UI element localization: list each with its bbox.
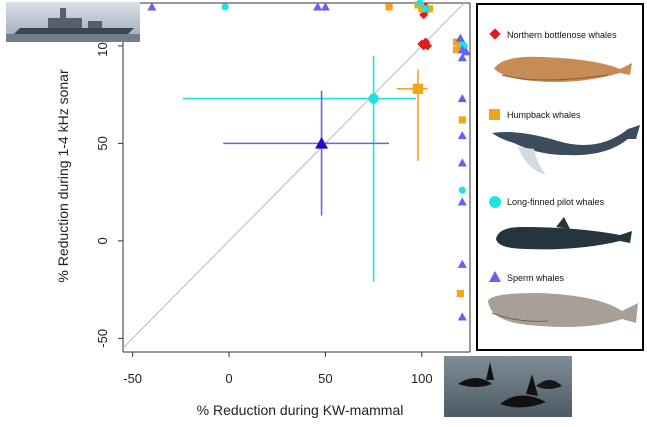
triangle-point xyxy=(455,33,465,42)
circle-point xyxy=(458,186,466,194)
y-tick-label: -50 xyxy=(95,329,110,348)
x-tick-label: 50 xyxy=(318,371,332,386)
legend-label-northern-bottlenose: Northern bottlenose whales xyxy=(507,30,617,40)
square-point xyxy=(385,3,393,11)
legend-entry-northern-bottlenose: Northern bottlenose whales xyxy=(489,28,632,82)
x-tick-label: 0 xyxy=(225,371,232,386)
triangle-point xyxy=(457,259,467,268)
square-mean-point xyxy=(412,83,424,94)
triangle-point xyxy=(461,47,471,56)
triangle-point xyxy=(313,2,323,11)
sperm-whale-icon xyxy=(488,293,638,327)
bottlenose-whale-icon xyxy=(494,56,632,82)
square-point xyxy=(456,289,464,298)
square-point xyxy=(425,5,434,13)
legend-square-icon xyxy=(489,109,500,120)
y-tick-label: 50 xyxy=(95,136,110,150)
y-tick-label: 0 xyxy=(95,237,110,244)
ship-photo xyxy=(6,2,140,42)
humpback-whale-icon xyxy=(492,125,640,175)
legend-entry-sperm: Sperm whales xyxy=(488,271,638,327)
x-tick-label: 100 xyxy=(411,371,433,386)
circle-point xyxy=(221,3,229,11)
legend-triangle-icon xyxy=(489,271,501,282)
diamond-point xyxy=(421,37,431,47)
pilot-whale-icon xyxy=(496,217,632,250)
legend-circle-icon xyxy=(489,196,501,208)
square-point xyxy=(452,38,461,46)
legend-label-humpback: Humpback whales xyxy=(507,110,581,120)
triangle-point xyxy=(320,2,330,11)
circle-point xyxy=(422,5,430,13)
square-point xyxy=(458,116,466,124)
circle-point xyxy=(416,0,424,7)
triangle-point xyxy=(457,158,467,167)
identity-line xyxy=(122,2,465,349)
legend-entry-humpback: Humpback whales xyxy=(489,109,640,175)
circle-mean-point xyxy=(368,93,379,104)
legend-label-sperm: Sperm whales xyxy=(507,273,565,283)
legend-label-pilot: Long-finned pilot whales xyxy=(507,197,605,207)
legend-entry-pilot: Long-finned pilot whales xyxy=(489,196,632,250)
triangle-mean-point xyxy=(315,136,329,149)
x-tick-label: -50 xyxy=(123,371,142,386)
square-point xyxy=(452,46,461,54)
triangle-point xyxy=(457,197,467,206)
square-point xyxy=(418,5,426,13)
triangle-point xyxy=(457,94,467,103)
triangle-point xyxy=(147,2,157,11)
legend-diamond-icon xyxy=(489,28,501,40)
triangle-point xyxy=(457,131,467,140)
circle-point xyxy=(458,40,466,48)
orca-photo xyxy=(444,356,572,417)
plot-frame xyxy=(122,2,471,353)
triangle-point xyxy=(457,312,467,321)
triangle-point xyxy=(457,53,467,62)
x-axis-title: % Reduction during KW-mammal xyxy=(197,402,404,418)
legend: Northern bottlenose whales Humpback whal… xyxy=(476,3,644,351)
y-axis-title: % Reduction during 1-4 kHz sonar xyxy=(55,69,71,283)
